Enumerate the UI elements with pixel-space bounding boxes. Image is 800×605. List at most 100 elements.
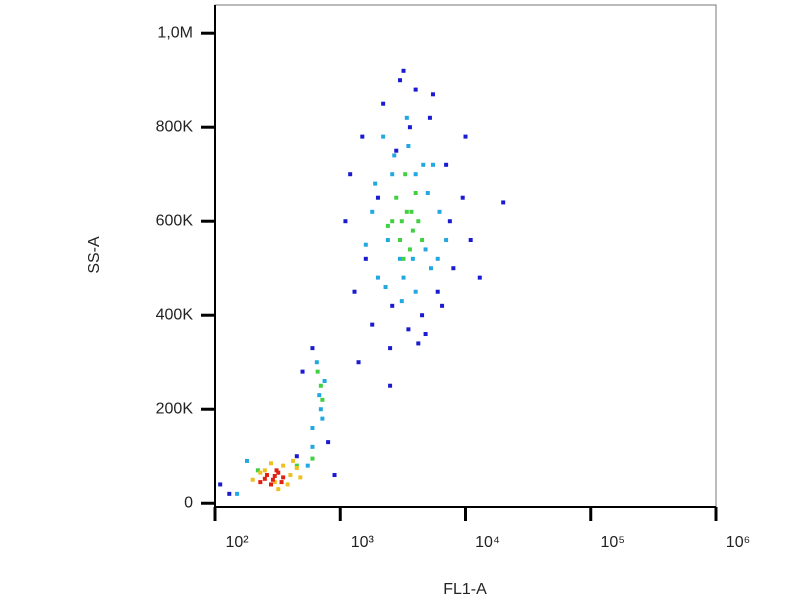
- point: [317, 393, 322, 398]
- point: [404, 115, 409, 120]
- point: [288, 473, 293, 478]
- point: [274, 468, 279, 473]
- point: [343, 219, 348, 224]
- point: [264, 473, 269, 478]
- point: [385, 223, 390, 228]
- point: [227, 491, 232, 496]
- point: [440, 303, 445, 308]
- point: [390, 172, 395, 177]
- point: [430, 162, 435, 167]
- point: [451, 266, 456, 271]
- point: [315, 369, 320, 374]
- point: [269, 461, 274, 466]
- point: [244, 458, 249, 463]
- point: [269, 482, 274, 487]
- point: [410, 256, 415, 261]
- x-tick-label: 10³: [351, 534, 375, 551]
- point: [423, 332, 428, 337]
- point: [390, 303, 395, 308]
- point: [363, 256, 368, 261]
- point: [435, 256, 440, 261]
- point: [294, 454, 299, 459]
- point: [348, 172, 353, 177]
- x-tick-label: 10⁴: [475, 534, 500, 551]
- point: [413, 289, 418, 294]
- point: [406, 327, 411, 332]
- y-tick-label: 1,0M: [157, 24, 193, 41]
- point: [332, 473, 337, 478]
- point: [370, 209, 375, 214]
- y-tick-label: 0: [184, 494, 193, 511]
- y-tick-label: 600K: [156, 212, 194, 229]
- point: [258, 470, 263, 475]
- point: [413, 87, 418, 92]
- point: [394, 195, 399, 200]
- point: [310, 456, 315, 461]
- point: [314, 360, 319, 365]
- point: [398, 256, 403, 261]
- point: [406, 144, 411, 149]
- point: [326, 440, 331, 445]
- point: [388, 383, 393, 388]
- point: [375, 275, 380, 280]
- point: [270, 477, 275, 482]
- point: [399, 219, 404, 224]
- point: [318, 407, 323, 412]
- point: [318, 383, 323, 388]
- point: [392, 153, 397, 158]
- point: [218, 482, 223, 487]
- point: [413, 172, 418, 177]
- point: [427, 115, 432, 120]
- point: [291, 458, 296, 463]
- point: [272, 480, 277, 485]
- point: [428, 266, 433, 271]
- point: [360, 134, 365, 139]
- point: [421, 162, 426, 167]
- point: [444, 238, 449, 243]
- point: [255, 468, 260, 473]
- point: [425, 191, 430, 196]
- point: [398, 238, 403, 243]
- point: [401, 256, 406, 261]
- point: [430, 92, 435, 97]
- point: [410, 228, 415, 233]
- point: [409, 209, 414, 214]
- x-tick-label: 10²: [225, 534, 249, 551]
- point: [310, 426, 315, 431]
- point: [298, 475, 303, 480]
- point: [279, 480, 284, 485]
- x-tick-label: 10⁵: [601, 534, 625, 551]
- point: [398, 78, 403, 83]
- point: [420, 238, 425, 243]
- point: [375, 195, 380, 200]
- point: [276, 470, 281, 475]
- point: [285, 482, 290, 487]
- point: [320, 397, 325, 402]
- y-tick-label: 800K: [156, 118, 194, 135]
- point: [423, 247, 428, 252]
- y-axis-title: SS-A: [86, 236, 103, 274]
- y-tick-label: 200K: [156, 400, 194, 417]
- point: [390, 219, 395, 224]
- point: [294, 463, 299, 468]
- point: [373, 181, 378, 186]
- point: [460, 195, 465, 200]
- point: [322, 379, 327, 384]
- point: [403, 172, 408, 177]
- point: [310, 444, 315, 449]
- point: [294, 465, 299, 470]
- point: [477, 275, 482, 280]
- point: [407, 125, 412, 130]
- point: [407, 247, 412, 252]
- point: [416, 341, 421, 346]
- y-tick-label: 400K: [156, 306, 194, 323]
- point: [388, 346, 393, 351]
- point: [401, 68, 406, 73]
- point: [416, 219, 421, 224]
- point: [281, 475, 286, 480]
- point: [447, 219, 452, 224]
- point: [281, 463, 286, 468]
- point: [404, 209, 409, 214]
- point: [435, 289, 440, 294]
